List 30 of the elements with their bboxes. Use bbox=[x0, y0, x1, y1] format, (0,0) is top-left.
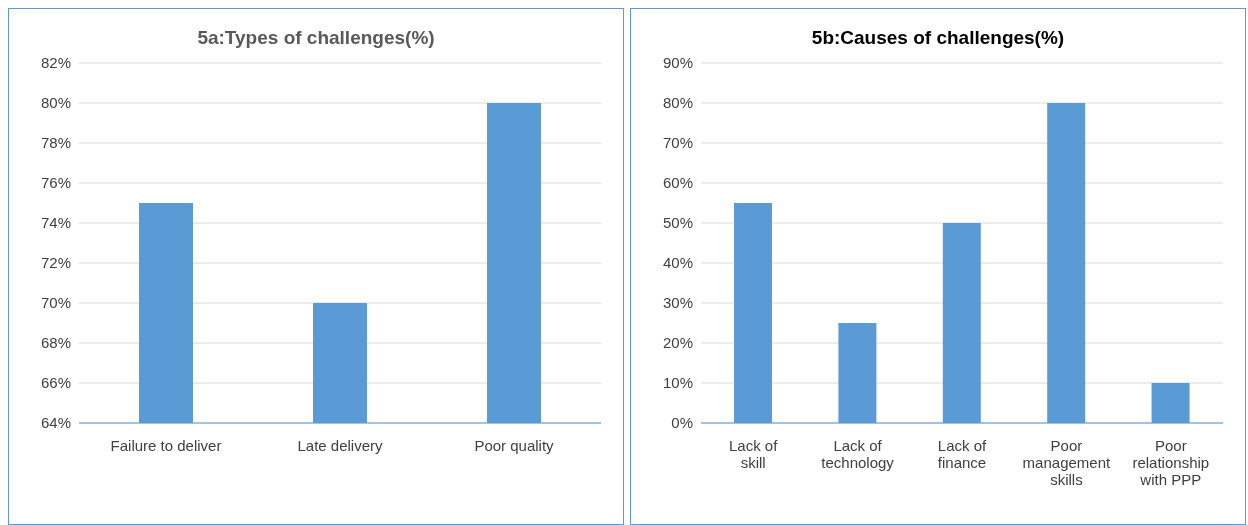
y-tick-label: 10% bbox=[662, 374, 693, 392]
y-tick-label: 64% bbox=[40, 414, 71, 432]
y-tick-label: 0% bbox=[671, 414, 693, 432]
chart-title: 5b:Causes of challenges(%) bbox=[811, 27, 1065, 48]
x-tick-label: Poor management skills bbox=[1022, 437, 1111, 488]
x-tick-label: Failure to deliver bbox=[110, 437, 222, 454]
y-tick-label: 68% bbox=[40, 334, 71, 352]
x-tick-label: Lack of finance bbox=[937, 437, 988, 471]
y-tick-label: 30% bbox=[662, 294, 693, 312]
x-tick-label: Poor quality bbox=[474, 437, 555, 454]
y-tick-label: 80% bbox=[40, 94, 71, 112]
y-tick-label: 90% bbox=[662, 54, 693, 72]
y-tick-label: 66% bbox=[40, 374, 71, 392]
y-tick-label: 70% bbox=[662, 134, 693, 152]
y-tick-label: 72% bbox=[40, 254, 71, 272]
x-tick-label: Lack of technology bbox=[821, 437, 895, 471]
y-tick-label: 74% bbox=[40, 214, 71, 232]
y-tick-label: 80% bbox=[662, 94, 693, 112]
chart-title: 5a:Types of challenges(%) bbox=[197, 27, 435, 48]
y-tick-label: 70% bbox=[40, 294, 71, 312]
y-tick-label: 78% bbox=[40, 134, 71, 152]
y-tick-label: 82% bbox=[40, 54, 71, 72]
y-tick-label: 20% bbox=[662, 334, 693, 352]
x-tick-label: Late delivery bbox=[297, 437, 384, 454]
y-tick-label: 60% bbox=[662, 174, 693, 192]
y-tick-label: 76% bbox=[40, 174, 71, 192]
y-tick-label: 50% bbox=[662, 214, 693, 232]
y-tick-label: 40% bbox=[662, 254, 693, 272]
x-tick-label: Poor relationship with PPP bbox=[1132, 437, 1210, 488]
x-tick-label: Lack of skill bbox=[729, 437, 779, 471]
